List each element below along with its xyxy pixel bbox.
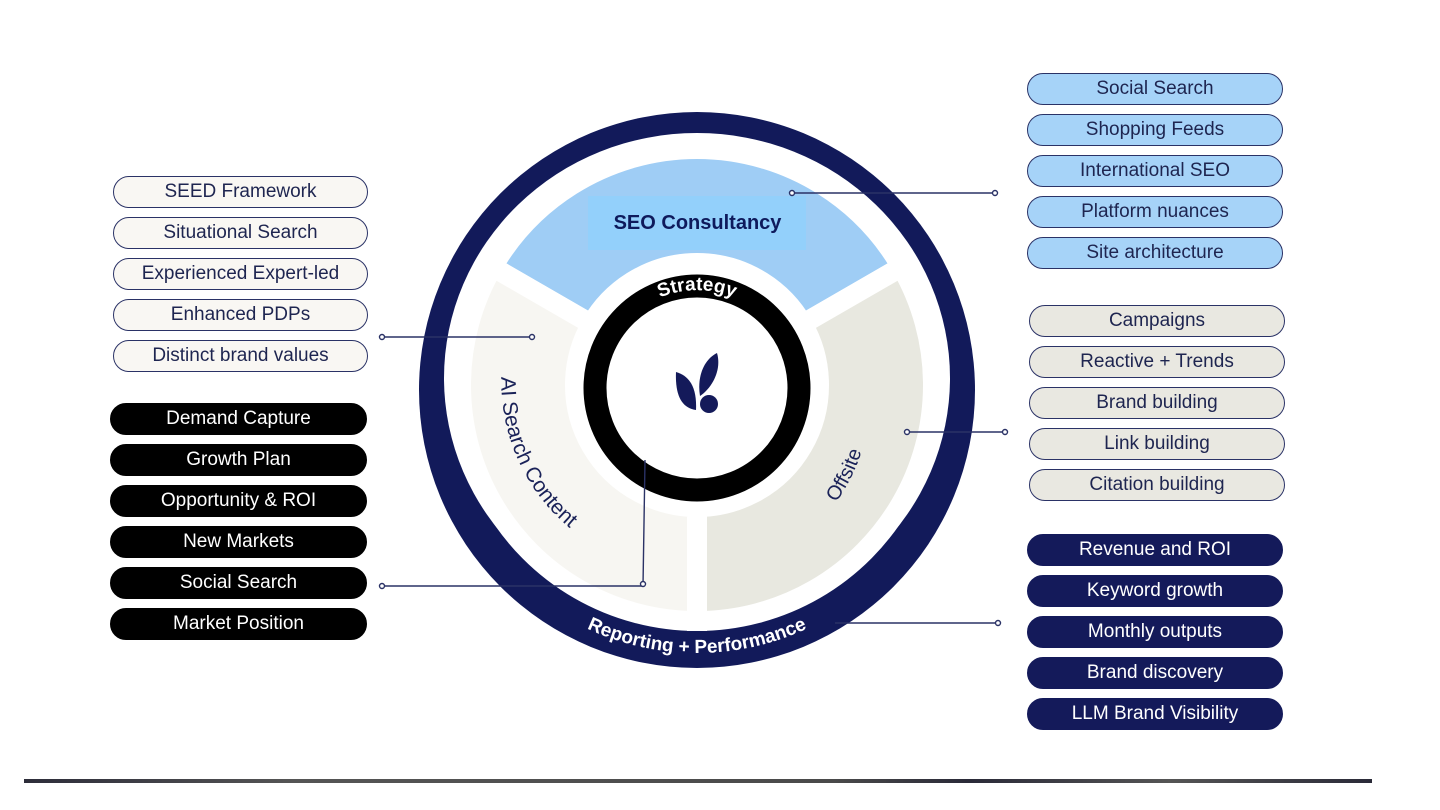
feature-pill: Growth Plan	[110, 444, 367, 476]
bottom-divider	[24, 779, 1372, 783]
feature-pill: International SEO	[1027, 155, 1283, 187]
feature-pill: Enhanced PDPs	[113, 299, 368, 331]
feature-pill: Citation building	[1029, 469, 1285, 501]
strategy-ring	[583, 274, 811, 502]
feature-pill: Experienced Expert-led	[113, 258, 368, 290]
feature-pill: Opportunity & ROI	[110, 485, 367, 517]
feature-pill: Site architecture	[1027, 237, 1283, 269]
feature-pill: Reactive + Trends	[1029, 346, 1285, 378]
feature-pill: Link building	[1029, 428, 1285, 460]
feature-pill: Revenue and ROI	[1027, 534, 1283, 566]
content-features-list: SEED Framework Situational Search Experien…	[113, 176, 368, 372]
seo-consultancy-features-list: Social Search Shopping Feeds International…	[1027, 73, 1283, 269]
offsite-segment	[687, 253, 943, 632]
feature-pill: Brand building	[1029, 387, 1285, 419]
feature-pill: Monthly outputs	[1027, 616, 1283, 648]
feature-pill: LLM Brand Visibility	[1027, 698, 1283, 730]
feature-pill: Situational Search	[113, 217, 368, 249]
feature-pill: Brand discovery	[1027, 657, 1283, 689]
feature-pill: Social Search	[110, 567, 367, 599]
offsite-features-list: Campaigns Reactive + Trends Brand building…	[1029, 305, 1285, 501]
feature-pill: Distinct brand values	[113, 340, 368, 372]
feature-pill: SEED Framework	[113, 176, 368, 208]
strategy-features-list: Demand Capture Growth Plan Opportunity & R…	[110, 403, 367, 640]
feature-pill: Market Position	[110, 608, 367, 640]
feature-pill: Demand Capture	[110, 403, 367, 435]
seo-consultancy-label: SEO Consultancy	[590, 198, 805, 248]
feature-pill: Campaigns	[1029, 305, 1285, 337]
feature-pill: New Markets	[110, 526, 367, 558]
leaf-logo-icon	[675, 353, 719, 413]
feature-pill: Shopping Feeds	[1027, 114, 1283, 146]
connectors	[378, 189, 1009, 627]
reporting-features-list: Revenue and ROI Keyword growth Monthly out…	[1027, 534, 1283, 730]
feature-pill: Keyword growth	[1027, 575, 1283, 607]
feature-pill: Social Search	[1027, 73, 1283, 105]
feature-pill: Platform nuances	[1027, 196, 1283, 228]
ai-search-content-segment	[451, 253, 707, 632]
